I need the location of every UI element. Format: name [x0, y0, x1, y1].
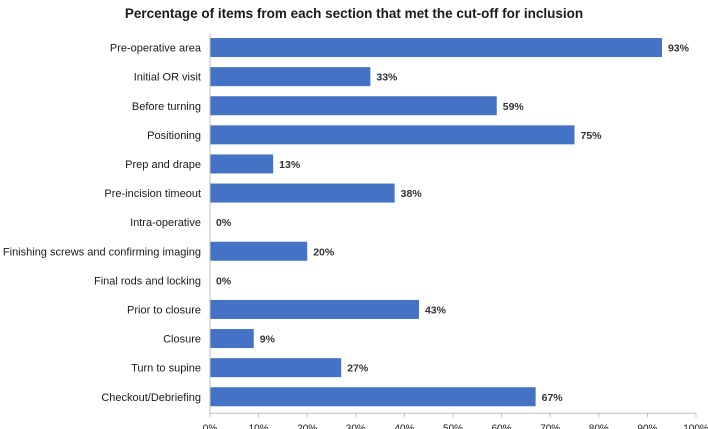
x-tick-label: 0%	[203, 423, 218, 429]
bar	[210, 387, 536, 407]
bar	[210, 67, 371, 87]
category-labels: Pre-operative area Initial OR visit Before…	[3, 43, 202, 404]
data-label: 20%	[313, 246, 335, 258]
category-label: Final rods and locking	[94, 275, 201, 287]
data-label: 33%	[376, 72, 398, 84]
x-tick-label: 50%	[443, 423, 463, 429]
bar	[210, 96, 497, 116]
bar	[210, 299, 419, 319]
data-label: 43%	[425, 304, 447, 316]
bar	[210, 183, 395, 203]
chart-title: Percentage of items from each section th…	[125, 6, 583, 21]
category-label: Checkout/Debriefing	[101, 392, 201, 404]
data-label: 67%	[542, 392, 564, 404]
data-label: 0%	[216, 275, 232, 287]
category-label: Finishing screws and confirming imaging	[3, 246, 201, 258]
x-tick-label: 30%	[346, 423, 366, 429]
bars	[210, 38, 662, 407]
data-label: 38%	[401, 188, 423, 200]
data-label: 13%	[279, 159, 301, 171]
data-label: 59%	[503, 101, 525, 113]
category-label: Prep and drape	[125, 159, 201, 171]
category-label: Initial OR visit	[134, 72, 201, 84]
category-label: Turn to supine	[131, 363, 201, 375]
x-tick-label: 90%	[637, 423, 657, 429]
bar	[210, 125, 575, 145]
bar	[210, 241, 308, 261]
category-label: Closure	[163, 334, 201, 346]
category-label: Positioning	[147, 130, 201, 142]
data-label: 93%	[668, 43, 690, 55]
data-label: 27%	[347, 363, 369, 375]
x-tick-label: 40%	[394, 423, 414, 429]
x-tick-label: 70%	[540, 423, 560, 429]
x-tick-label: 100%	[683, 423, 708, 429]
category-label: Pre-operative area	[110, 43, 202, 55]
data-label: 75%	[581, 130, 603, 142]
bar	[210, 38, 662, 58]
x-tick-label: 10%	[249, 423, 269, 429]
category-label: Intra-operative	[130, 217, 201, 229]
data-labels: 93% 33% 59% 75% 13% 38% 0% 20% 0% 43% 9% 27% 67%	[216, 43, 690, 404]
category-label: Before turning	[132, 101, 201, 113]
data-label: 9%	[260, 334, 276, 346]
x-axis-ticks: 0% 10% 20% 30% 40% 50% 60% 70% 80% 90% 100%	[203, 33, 708, 429]
x-tick-label: 60%	[492, 423, 512, 429]
x-tick-label: 80%	[589, 423, 609, 429]
category-label: Pre-incision timeout	[104, 188, 201, 200]
bar	[210, 154, 274, 174]
x-tick-label: 20%	[297, 423, 317, 429]
category-label: Prior to closure	[127, 304, 201, 316]
bar	[210, 329, 254, 349]
bar	[210, 358, 342, 378]
data-label: 0%	[216, 217, 232, 229]
